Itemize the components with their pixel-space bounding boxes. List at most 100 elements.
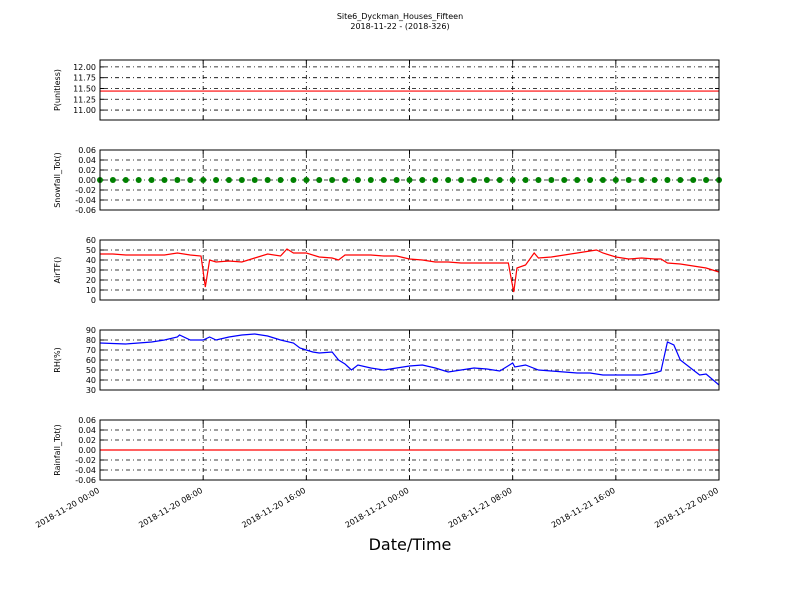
- data-point: [703, 177, 710, 183]
- data-point: [483, 177, 490, 183]
- data-point: [432, 177, 439, 183]
- x-tick-label: 2018-11-21 08:00: [447, 486, 514, 530]
- y-tick-label: 20: [86, 276, 96, 285]
- data-point: [148, 177, 155, 183]
- y-tick-label: 0.00: [78, 446, 96, 455]
- data-point: [109, 177, 116, 183]
- y-tick-label: -0.02: [75, 186, 96, 195]
- y-tick-label: -0.02: [75, 456, 96, 465]
- y-tick-label: 11.50: [73, 84, 96, 93]
- data-point: [277, 177, 284, 183]
- data-point: [238, 177, 245, 183]
- axes-frame: [99, 419, 720, 481]
- data-point: [135, 177, 142, 183]
- data-point: [664, 177, 671, 183]
- y-tick-label: 90: [86, 326, 96, 335]
- y-tick-label: 0.06: [78, 416, 96, 425]
- data-point: [625, 177, 632, 183]
- axes-frame: [99, 329, 720, 391]
- y-tick-label: 80: [86, 336, 96, 345]
- data-point: [342, 177, 349, 183]
- data-point: [303, 177, 310, 183]
- y-tick-label: -0.06: [75, 476, 96, 485]
- data-point: [638, 177, 645, 183]
- axes-frame: [99, 59, 720, 121]
- y-tick-label: -0.04: [75, 466, 96, 475]
- y-axis-label: Snowfall_Tot(): [53, 152, 62, 208]
- data-point: [316, 177, 323, 183]
- y-tick-label: -0.04: [75, 196, 96, 205]
- data-point: [174, 177, 181, 183]
- data-point: [213, 177, 220, 183]
- y-tick-label: 0.00: [78, 176, 96, 185]
- y-axis-label: RH(%): [53, 347, 62, 372]
- y-tick-label: 40: [86, 256, 96, 265]
- y-tick-label: 12.00: [73, 63, 96, 72]
- data-point: [561, 177, 568, 183]
- data-point: [509, 177, 516, 183]
- y-tick-label: 0.02: [78, 436, 96, 445]
- data-point: [354, 177, 361, 183]
- data-point: [161, 177, 168, 183]
- data-point: [419, 177, 426, 183]
- y-tick-label: 60: [86, 356, 96, 365]
- y-tick-label: 0.04: [78, 426, 96, 435]
- axes-frame: [99, 239, 720, 301]
- y-axis-label: Rainfall_Tot(): [53, 424, 62, 476]
- y-tick-label: -0.06: [75, 206, 96, 215]
- data-point: [225, 177, 232, 183]
- y-tick-label: 60: [86, 236, 96, 245]
- data-point: [122, 177, 129, 183]
- x-tick-label: 2018-11-21 00:00: [344, 486, 411, 530]
- x-tick-label: 2018-11-20 08:00: [137, 486, 204, 530]
- data-point: [522, 177, 529, 183]
- chart-title: Site6_Dyckman_Houses_Fifteen: [337, 12, 463, 21]
- data-point: [290, 177, 297, 183]
- y-tick-label: 11.75: [73, 74, 96, 83]
- data-point: [406, 177, 413, 183]
- data-point: [458, 177, 465, 183]
- y-axis-label: P(unitless): [53, 69, 62, 111]
- y-tick-label: 11.25: [73, 95, 96, 104]
- data-point: [599, 177, 606, 183]
- data-point: [251, 177, 258, 183]
- data-point: [612, 177, 619, 183]
- data-point: [367, 177, 374, 183]
- chart-subtitle: 2018-11-22 - (2018-326): [350, 22, 449, 31]
- data-point: [651, 177, 658, 183]
- data-point: [677, 177, 684, 183]
- data-line: [100, 248, 720, 293]
- data-point: [200, 177, 207, 183]
- y-tick-label: 30: [86, 386, 96, 395]
- x-tick-label: 2018-11-22 00:00: [653, 486, 720, 530]
- x-axis-label: Date/Time: [369, 535, 452, 554]
- data-point: [496, 177, 503, 183]
- y-tick-label: 70: [86, 346, 96, 355]
- y-tick-label: 10: [86, 286, 96, 295]
- y-tick-label: 11.00: [73, 106, 96, 115]
- x-tick-label: 2018-11-21 16:00: [550, 486, 617, 530]
- data-line: [99, 333, 720, 386]
- data-point: [264, 177, 271, 183]
- data-point: [445, 177, 452, 183]
- axes-frame: [99, 149, 720, 211]
- y-tick-label: 0.02: [78, 166, 96, 175]
- data-point: [187, 177, 194, 183]
- y-tick-label: 0.04: [78, 156, 96, 165]
- data-point: [393, 177, 400, 183]
- data-point: [535, 177, 542, 183]
- y-tick-label: 0: [91, 296, 96, 305]
- data-point: [587, 177, 594, 183]
- y-tick-label: 0.06: [78, 146, 96, 155]
- data-point: [690, 177, 697, 183]
- data-point: [380, 177, 387, 183]
- x-tick-label: 2018-11-20 00:00: [34, 486, 101, 530]
- y-axis-label: AirTF(): [53, 257, 62, 284]
- y-tick-label: 50: [86, 366, 96, 375]
- data-point: [548, 177, 555, 183]
- y-tick-label: 30: [86, 266, 96, 275]
- x-tick-label: 2018-11-20 16:00: [240, 486, 307, 530]
- y-tick-label: 50: [86, 246, 96, 255]
- data-point: [574, 177, 581, 183]
